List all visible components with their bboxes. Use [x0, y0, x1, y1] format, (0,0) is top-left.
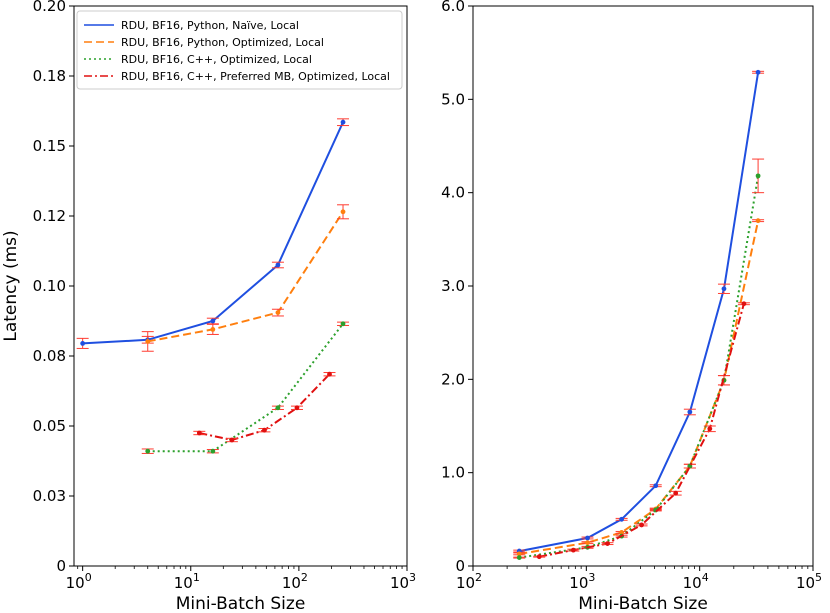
series-line [539, 303, 745, 558]
data-point [196, 430, 202, 436]
y-tick-label: 0.03 [33, 487, 66, 505]
data-point [275, 405, 281, 411]
series-1 [513, 69, 765, 554]
data-point [145, 448, 151, 454]
plot-frame [73, 5, 408, 567]
data-point [619, 530, 625, 535]
x-tick-label: 103 [390, 571, 416, 592]
data-point [210, 318, 216, 324]
y-tick-label: 0.15 [33, 137, 66, 155]
series-4 [533, 301, 750, 560]
y-tick-label: 3.0 [441, 277, 465, 295]
series-4 [193, 371, 336, 443]
y-tick-label: 0.18 [33, 67, 66, 85]
data-point [755, 69, 761, 75]
data-point [639, 522, 644, 528]
x-tick-label: 102 [282, 571, 308, 592]
data-point [741, 301, 747, 307]
data-point [721, 286, 727, 292]
data-point [653, 483, 659, 489]
plot-frame [472, 5, 814, 567]
data-point [340, 209, 346, 215]
y-tick-label: 1.0 [441, 464, 465, 482]
x-tick-label: 100 [66, 571, 92, 592]
x-tick-label: 103 [569, 571, 595, 592]
data-point [585, 535, 590, 541]
x-axis-label: Mini-Batch Size [176, 594, 306, 613]
series-1 [76, 118, 350, 349]
data-point [755, 218, 761, 224]
data-point [294, 405, 300, 411]
data-point [210, 327, 216, 332]
data-point [516, 551, 522, 557]
data-point [516, 555, 522, 560]
series-line [147, 211, 344, 343]
y-tick-label: 0.08 [33, 347, 66, 365]
data-point [340, 119, 346, 125]
data-point [210, 448, 216, 454]
data-point [673, 490, 679, 496]
data-point [327, 371, 332, 377]
data-point [605, 541, 610, 546]
series-line [147, 323, 344, 453]
y-tick-label: 0.05 [33, 417, 66, 435]
y-tick-label: 5.0 [441, 90, 465, 108]
y-tick-label: 4.0 [441, 184, 465, 202]
x-tick-label: 104 [683, 571, 709, 592]
data-point [707, 426, 713, 432]
legend: RDU, BF16, Python, Naïve, Local RDU, BF16… [76, 10, 403, 90]
data-point [340, 321, 346, 327]
series-2 [141, 204, 350, 352]
y-tick-label: 0.10 [33, 277, 66, 295]
data-point [585, 540, 590, 546]
data-point [570, 547, 576, 553]
data-point [145, 339, 151, 344]
legend-entry: RDU, BF16, C++, Preferred MB, Optimized,… [121, 70, 390, 83]
legend-entry: RDU, BF16, Python, Naïve, Local [121, 19, 299, 32]
legend-box [76, 10, 403, 90]
chart-panel-1: 0 0.03 0.05 0.08 0.10 0.12 0.15 0.18 0.20 100 101 1… [1, 0, 416, 613]
y-axis-label: Latency (ms) [1, 230, 21, 341]
legend-entry: RDU, BF16, Python, Optimized, Local [121, 36, 324, 49]
chart-panel-2: 0 1.0 2.0 3.0 4.0 5.0 6.0 102 103 104 105 Mini-Batc… [441, 0, 822, 613]
data-point [229, 437, 235, 443]
series-3 [141, 321, 350, 454]
data-point [275, 310, 281, 315]
x-tick-label: 102 [456, 571, 482, 592]
series-line [519, 72, 760, 553]
series-line [519, 220, 760, 555]
series-3 [513, 158, 765, 560]
data-point [619, 516, 625, 522]
series-line [82, 121, 344, 345]
data-point [687, 409, 693, 415]
x-tick-label: 101 [174, 571, 200, 592]
y-tick-label: 2.0 [441, 370, 465, 388]
data-point [275, 262, 281, 268]
y-tick-label: 0 [455, 557, 465, 575]
y-tick-label: 0.12 [33, 207, 66, 225]
y-tick-label: 6.0 [441, 0, 465, 15]
data-point [536, 554, 542, 560]
y-tick-label: 0 [56, 557, 66, 575]
series-line [519, 175, 760, 559]
x-axis-label: Mini-Batch Size [578, 594, 708, 613]
data-point [80, 341, 86, 346]
x-tick-label: 105 [796, 571, 822, 592]
data-point [262, 427, 267, 433]
legend-entry: RDU, BF16, C++, Optimized, Local [121, 53, 312, 66]
y-tick-label: 0.20 [33, 0, 66, 15]
data-point [755, 173, 761, 179]
